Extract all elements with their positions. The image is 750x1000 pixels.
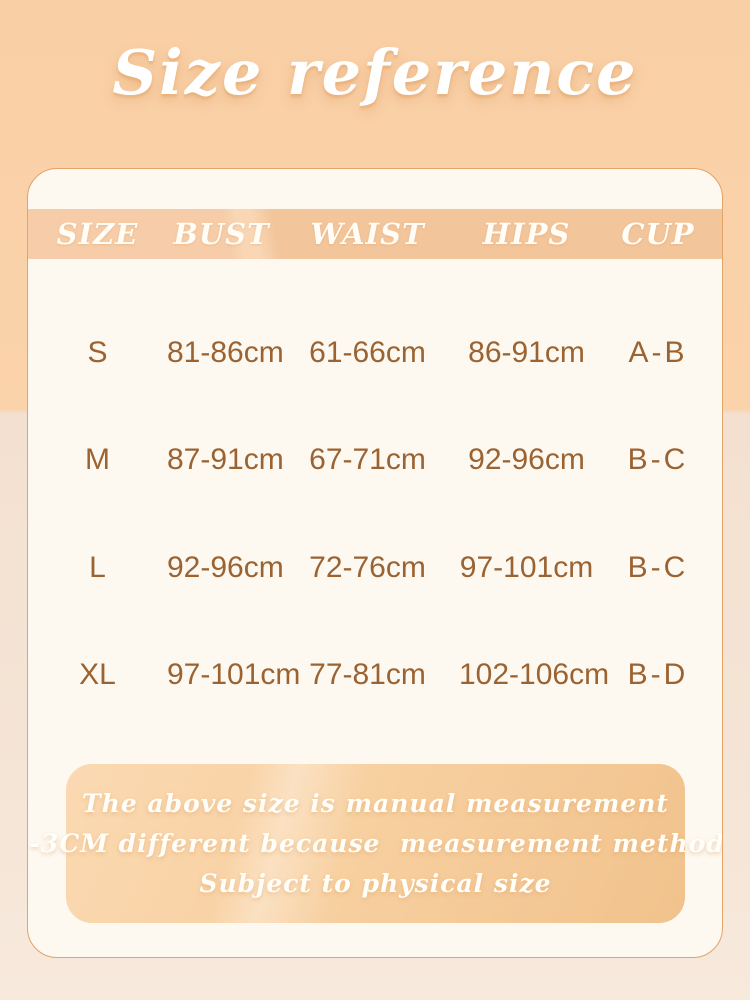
size-value: L: [89, 550, 106, 584]
column-header-waist: WAIST: [310, 217, 425, 251]
size-value: M: [85, 443, 110, 477]
waist-value: 67-71cm: [309, 443, 426, 477]
hips-value: 102-106cm: [459, 658, 610, 692]
cup-value: A-B: [628, 335, 688, 369]
table-row-xl: XL 97-101cm 77-81cm 102-106cm B-D: [28, 622, 722, 730]
cup-value: B-D: [627, 658, 689, 692]
table-body: S 81-86cm 61-66cm 86-91cm A-B M 87-91cm …: [28, 299, 722, 729]
bust-value: 92-96cm: [167, 550, 284, 584]
cup-value: B-C: [627, 443, 689, 477]
waist-value: 72-76cm: [309, 550, 426, 584]
waist-value: 77-81cm: [309, 658, 426, 692]
table-header-row: SIZE BUST WAIST HIPS CUP: [28, 209, 722, 259]
table-row-s: S 81-86cm 61-66cm 86-91cm A-B: [28, 299, 722, 407]
hips-value: 86-91cm: [468, 335, 585, 369]
column-header-size: SIZE: [56, 217, 139, 251]
waist-value: 61-66cm: [309, 335, 426, 369]
note-line-3: Subject to physical size: [199, 868, 552, 898]
cup-value: B-C: [627, 550, 689, 584]
size-value: S: [87, 335, 108, 369]
bust-value: 87-91cm: [167, 443, 284, 477]
column-header-cup: CUP: [621, 217, 695, 251]
bust-value: 97-101cm: [167, 658, 301, 692]
page-title: Size reference: [112, 36, 638, 109]
table-row-m: M 87-91cm 67-71cm 92-96cm B-C: [28, 407, 722, 515]
hips-value: 92-96cm: [468, 443, 585, 477]
table-row-l: L 92-96cm 72-76cm 97-101cm B-C: [28, 514, 722, 622]
column-header-hips: HIPS: [482, 217, 571, 251]
size-chart-card: SIZE BUST WAIST HIPS CUP S 81-86cm 61-66…: [27, 168, 723, 958]
measurement-note-box: The above size is manual measurement 1-3…: [28, 764, 722, 923]
size-value: XL: [79, 658, 116, 692]
note-line-2: 1-3CM different because measurement meth…: [27, 828, 723, 858]
column-header-bust: BUST: [173, 217, 270, 251]
hips-value: 97-101cm: [459, 550, 594, 584]
note-line-1: The above size is manual measurement: [82, 788, 669, 818]
bust-value: 81-86cm: [167, 335, 284, 369]
